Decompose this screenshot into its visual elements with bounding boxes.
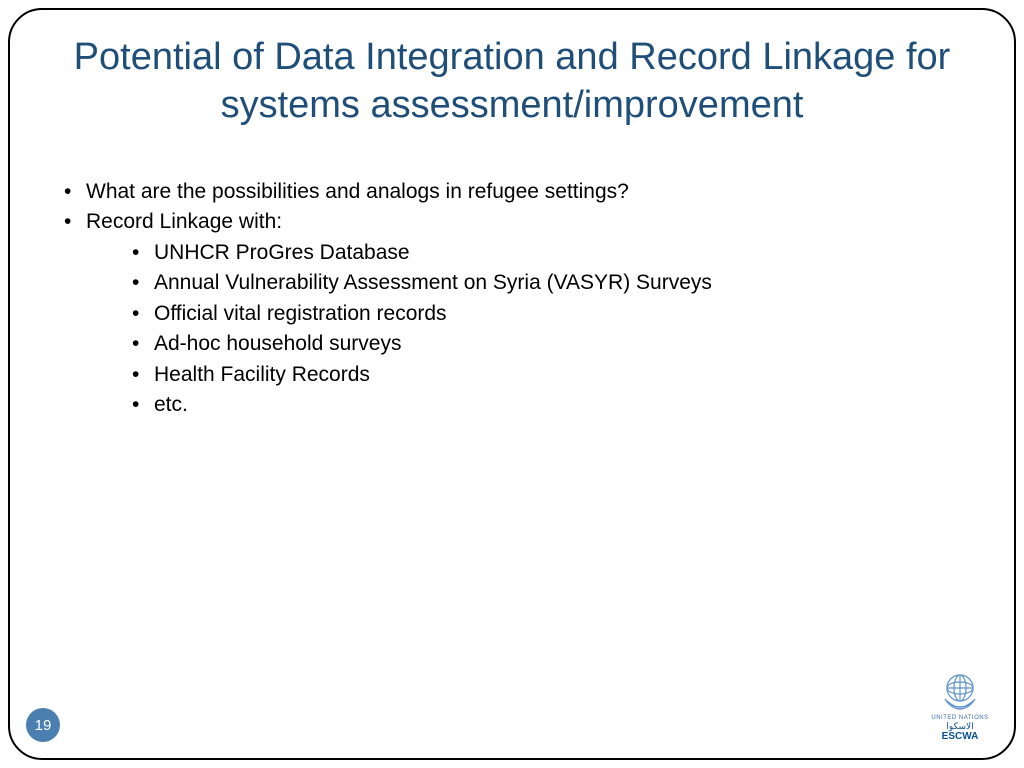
list-item: Health Facility Records <box>126 360 994 390</box>
sub-bullet-list: UNHCR ProGres Database Annual Vulnerabil… <box>126 238 994 421</box>
list-item: What are the possibilities and analogs i… <box>58 177 994 207</box>
list-item: Ad-hoc household surveys <box>126 329 994 359</box>
page-number-text: 19 <box>35 717 52 734</box>
page-number-badge: 19 <box>26 708 60 742</box>
bullet-text: Health Facility Records <box>154 363 370 386</box>
logo-acronym: ESCWA <box>928 732 992 742</box>
list-item: Official vital registration records <box>126 299 994 329</box>
bullet-text: Ad-hoc household surveys <box>154 332 401 355</box>
list-item: Record Linkage with: UNHCR ProGres Datab… <box>58 207 994 420</box>
escwa-logo: UNITED NATIONS الاسكوا ESCWA <box>928 667 992 742</box>
logo-arabic: الاسكوا <box>928 722 992 731</box>
list-item: UNHCR ProGres Database <box>126 238 994 268</box>
un-emblem-icon <box>937 667 983 713</box>
bullet-text: Record Linkage with: <box>86 210 282 233</box>
bullet-text: etc. <box>154 393 188 416</box>
slide-title: Potential of Data Integration and Record… <box>30 34 994 129</box>
slide-frame: Potential of Data Integration and Record… <box>8 8 1016 760</box>
slide-content: What are the possibilities and analogs i… <box>30 177 994 421</box>
bullet-text: Annual Vulnerability Assessment on Syria… <box>154 271 712 294</box>
bullet-text: UNHCR ProGres Database <box>154 241 410 264</box>
bullet-text: Official vital registration records <box>154 302 447 325</box>
list-item: Annual Vulnerability Assessment on Syria… <box>126 268 994 298</box>
list-item: etc. <box>126 390 994 420</box>
bullet-list: What are the possibilities and analogs i… <box>58 177 994 421</box>
bullet-text: What are the possibilities and analogs i… <box>86 180 629 203</box>
